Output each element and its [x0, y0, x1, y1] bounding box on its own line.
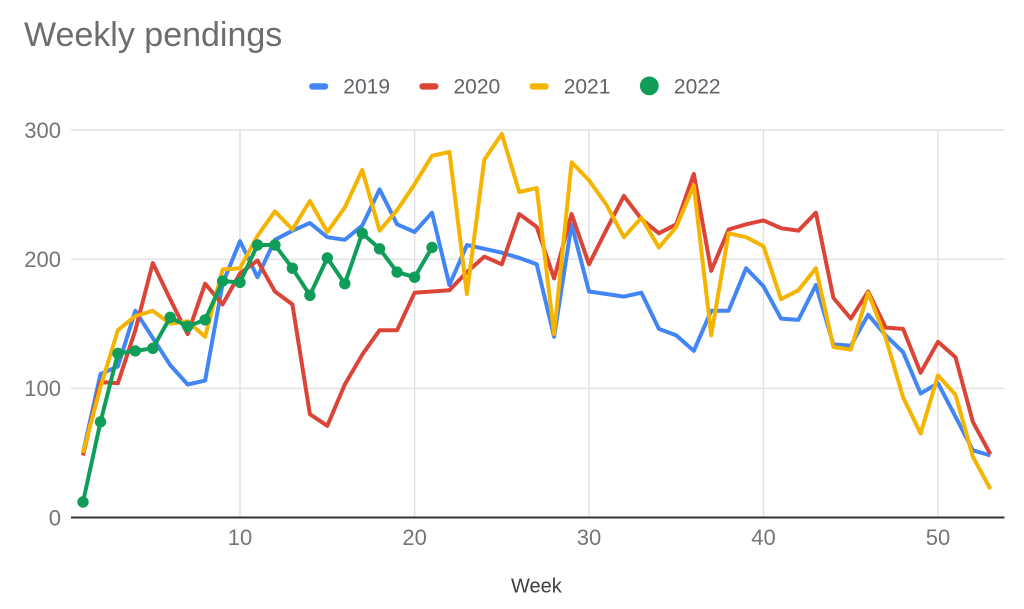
svg-text:30: 30 [577, 525, 601, 550]
svg-text:2021: 2021 [564, 76, 611, 99]
svg-text:100: 100 [24, 376, 61, 401]
svg-text:300: 300 [24, 118, 61, 143]
svg-text:2022: 2022 [674, 76, 721, 99]
svg-text:40: 40 [751, 525, 775, 550]
svg-text:50: 50 [926, 525, 950, 550]
svg-text:0: 0 [49, 505, 61, 530]
svg-text:2019: 2019 [343, 76, 390, 99]
svg-text:20: 20 [402, 525, 426, 550]
svg-text:10: 10 [228, 525, 252, 550]
svg-text:Week: Week [511, 576, 563, 598]
svg-text:200: 200 [24, 247, 61, 272]
svg-text:Weekly pendings: Weekly pendings [24, 16, 282, 54]
svg-text:2020: 2020 [454, 76, 501, 99]
